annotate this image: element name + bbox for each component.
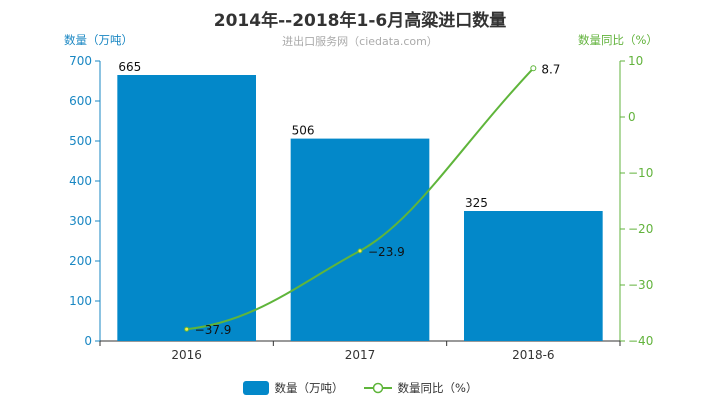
y-right-tick-label: −30 <box>628 278 653 292</box>
y-right-tick-label: −10 <box>628 166 653 180</box>
y-left-tick-label: 500 <box>69 134 92 148</box>
y-left-tick-label: 400 <box>69 174 92 188</box>
x-tick-label: 2017 <box>345 348 376 362</box>
bar <box>290 138 430 341</box>
line-value-label: −23.9 <box>368 245 405 259</box>
legend-item-line[interactable]: 数量同比（%） <box>363 380 478 396</box>
legend-line-label: 数量同比（%） <box>397 381 478 395</box>
legend-line-swatch <box>363 382 392 394</box>
y-left-tick-label: 600 <box>69 94 92 108</box>
y-left-tick-label: 100 <box>69 294 92 308</box>
line-point <box>530 65 537 72</box>
legend: 数量（万吨） 数量同比（%） <box>0 380 720 396</box>
chart-title: 2014年--2018年1-6月高粱进口数量 <box>213 11 507 31</box>
bar <box>117 75 256 341</box>
legend-bar-label: 数量（万吨） <box>274 381 344 395</box>
y-right-tick-label: −40 <box>628 334 653 348</box>
line-point <box>184 326 190 332</box>
y-right-tick-label: −20 <box>628 222 653 236</box>
y-axis-right-label: 数量同比（%） <box>578 33 658 47</box>
line-value-label: −37.9 <box>195 323 232 337</box>
y-left-tick-label: 700 <box>69 54 92 68</box>
x-tick-label: 2018-6 <box>512 348 555 362</box>
bar-value-label: 325 <box>465 196 488 210</box>
bar-value-label: 506 <box>292 124 315 138</box>
legend-item-bar[interactable]: 数量（万吨） <box>242 380 344 396</box>
bar <box>464 211 603 341</box>
y-left-tick-label: 200 <box>69 254 92 268</box>
y-left-tick-label: 0 <box>84 334 92 348</box>
y-right-tick-label: 0 <box>628 110 636 124</box>
y-right-tick-label: 10 <box>628 54 643 68</box>
line-point <box>357 248 363 254</box>
line-value-label: 8.7 <box>541 62 560 76</box>
chart-subtitle: 进出口服务网（ciedata.com） <box>282 35 438 48</box>
y-left-tick-label: 300 <box>69 214 92 228</box>
bar-value-label: 665 <box>118 60 141 74</box>
y-axis-left-label: 数量（万吨） <box>64 33 133 47</box>
x-tick-label: 2016 <box>171 348 202 362</box>
legend-bar-swatch <box>242 381 269 395</box>
